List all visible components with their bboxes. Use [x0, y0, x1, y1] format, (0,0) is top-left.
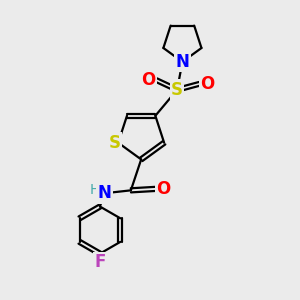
Text: N: N: [98, 184, 111, 202]
Text: S: S: [109, 134, 121, 152]
Text: S: S: [171, 81, 183, 99]
Text: O: O: [156, 180, 170, 198]
Text: O: O: [141, 70, 155, 88]
Text: N: N: [176, 53, 189, 71]
Text: F: F: [94, 253, 106, 271]
Text: O: O: [200, 75, 215, 93]
Text: H: H: [90, 183, 100, 197]
